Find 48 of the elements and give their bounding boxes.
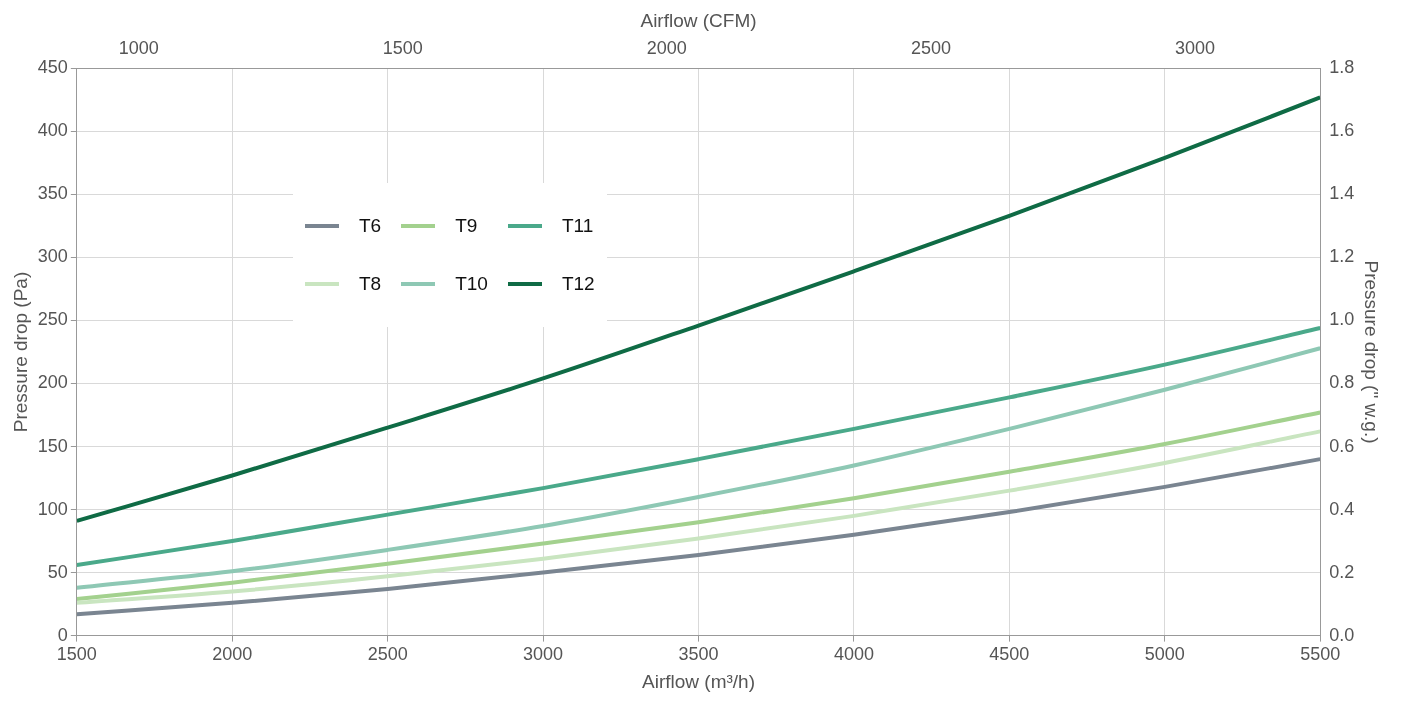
y2-tick-label: 1.8 [1329, 57, 1355, 78]
x-tick-label: 3500 [678, 644, 719, 665]
y2-axis-title: Pressure drop (" w.g.) [1361, 260, 1383, 444]
y2-tick-label: 1.6 [1329, 120, 1355, 141]
y2-tick-label: 1.0 [1329, 309, 1355, 330]
y-tick-label: 400 [37, 120, 68, 141]
legend-label: T12 [561, 273, 595, 295]
x-tick-label: 5000 [1144, 644, 1185, 665]
y2-tick-label: 1.2 [1329, 246, 1355, 267]
y-tick-label: 150 [37, 435, 68, 456]
y-axis-title: Pressure drop (Pa) [9, 271, 31, 433]
line-series [76, 346, 1321, 590]
y2-tick-label: 0.6 [1329, 435, 1355, 456]
y2-tick-label: 1.4 [1329, 183, 1355, 204]
y2-tick-label: 0.4 [1329, 498, 1355, 519]
legend-label: T8 [359, 273, 382, 295]
x-axis-title: Airflow (m³/h) [642, 670, 755, 692]
x-tick-label: 4500 [989, 644, 1030, 665]
y2-tick-label: 0.2 [1329, 561, 1355, 582]
legend-label: T6 [359, 215, 382, 237]
y-tick-label: 300 [37, 246, 68, 267]
x2-tick-label: 1000 [118, 37, 159, 58]
x2-tick-label: 2000 [646, 37, 687, 58]
line-series [76, 95, 1321, 523]
y-tick-label: 450 [37, 57, 68, 78]
y-tick-label: 200 [37, 372, 68, 393]
y2-tick-label: 0.0 [1329, 624, 1355, 645]
y2-tick-label: 0.8 [1329, 372, 1355, 393]
x-tick-label: 2000 [212, 644, 253, 665]
x2-axis-title: Airflow (CFM) [640, 9, 757, 31]
x-tick-label: 5500 [1300, 644, 1341, 665]
x-tick-label: 2500 [367, 644, 408, 665]
line-series [76, 457, 1321, 617]
y-tick-label: 250 [37, 309, 68, 330]
x-tick-label: 1500 [56, 644, 97, 665]
line-series [76, 326, 1321, 568]
legend-label: T10 [455, 273, 488, 295]
y-tick-label: 0 [57, 624, 68, 645]
x2-tick-label: 1500 [382, 37, 423, 58]
y-tick-label: 50 [47, 561, 68, 582]
x-tick-label: 3000 [523, 644, 564, 665]
y-tick-label: 100 [37, 498, 68, 519]
x-tick-label: 4000 [833, 644, 874, 665]
y-tick-label: 350 [37, 183, 68, 204]
legend-label: T9 [455, 215, 478, 237]
x2-tick-label: 2500 [910, 37, 951, 58]
legend-label: T11 [561, 215, 594, 237]
x2-tick-label: 3000 [1174, 37, 1216, 58]
